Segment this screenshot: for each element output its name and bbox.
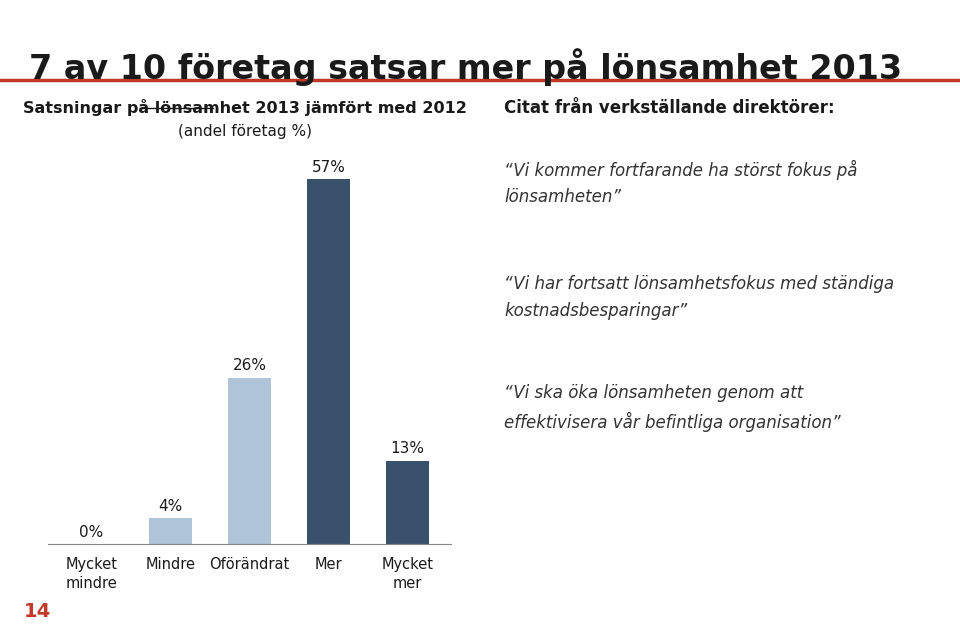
Text: Citat från verkställande direktörer:: Citat från verkställande direktörer: xyxy=(504,99,834,117)
Bar xyxy=(307,179,350,544)
Text: 7 av 10 företag satsar mer på lönsamhet 2013: 7 av 10 företag satsar mer på lönsamhet … xyxy=(29,48,902,86)
Text: 4%: 4% xyxy=(158,499,182,514)
Bar xyxy=(386,461,429,544)
Text: “Vi har fortsatt lönsamhetsfokus med ständiga
kostnadsbesparingar”: “Vi har fortsatt lönsamhetsfokus med stä… xyxy=(504,275,894,319)
Bar xyxy=(149,518,192,544)
Text: (andel företag %): (andel företag %) xyxy=(178,124,312,138)
Text: 57%: 57% xyxy=(312,160,346,175)
Text: 26%: 26% xyxy=(232,358,267,373)
Text: “Vi ska öka lönsamheten genom att
effektivisera vår befintliga organisation”: “Vi ska öka lönsamheten genom att effekt… xyxy=(504,384,841,432)
Text: “Vi kommer fortfarande ha störst fokus på
lönsamheten”: “Vi kommer fortfarande ha störst fokus p… xyxy=(504,160,857,207)
Text: 0%: 0% xyxy=(80,525,104,540)
Bar xyxy=(228,378,272,544)
Text: Satsningar på lönsamhet 2013 jämfört med 2012: Satsningar på lönsamhet 2013 jämfört med… xyxy=(23,99,467,116)
Text: 14: 14 xyxy=(24,602,51,621)
Text: 13%: 13% xyxy=(391,442,424,456)
